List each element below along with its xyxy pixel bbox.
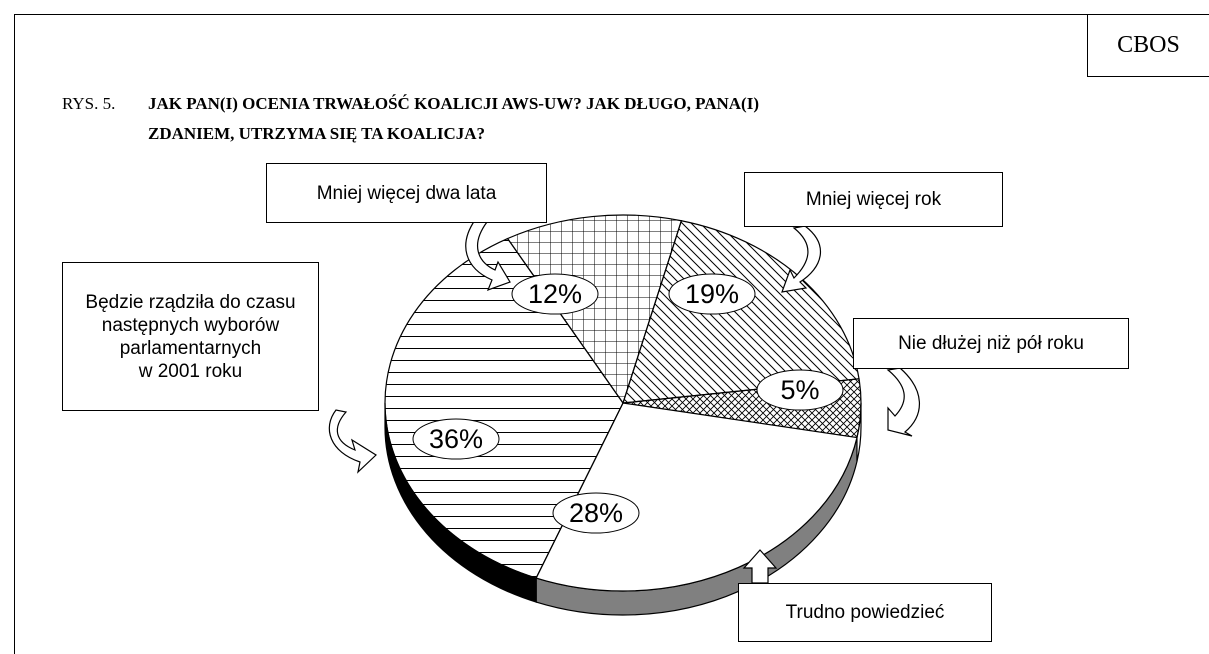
arrow (465, 219, 511, 292)
value-label: 5% (780, 375, 819, 405)
value-label: 19% (685, 279, 739, 309)
arrow (328, 409, 377, 474)
value-label-bg (412, 418, 500, 460)
slice-label: Mniej więcej dwa lata (266, 163, 547, 223)
frame (14, 14, 1209, 654)
figure-label: RYS. 5. (62, 94, 116, 113)
arrow (781, 225, 821, 293)
value-label-bg (668, 273, 756, 315)
chart-title: JAK PAN(I) OCENIA TRWAŁOŚĆ KOALICJI AWS-… (148, 94, 759, 143)
slice-label: Będzie rządziła do czasu następnych wybo… (62, 262, 319, 411)
slice-label: Mniej więcej rok (744, 172, 1003, 227)
arrow (886, 367, 920, 437)
arrow (742, 549, 778, 584)
value-label: 28% (569, 498, 623, 528)
callout-arrows (328, 219, 920, 584)
slice-label: Nie dłużej niż pół roku (853, 318, 1129, 369)
value-label-bg (756, 369, 844, 411)
value-label-bg (511, 273, 599, 315)
slice-label: Trudno powiedzieć (738, 583, 992, 642)
slice (384, 237, 624, 579)
source: CBOS (1087, 14, 1209, 77)
slice (535, 402, 858, 592)
value-label: 12% (528, 279, 582, 309)
pie: 12% 19% 5% 28% 36% (384, 214, 862, 616)
value-label-bg (552, 492, 640, 534)
value-label: 36% (429, 424, 483, 454)
